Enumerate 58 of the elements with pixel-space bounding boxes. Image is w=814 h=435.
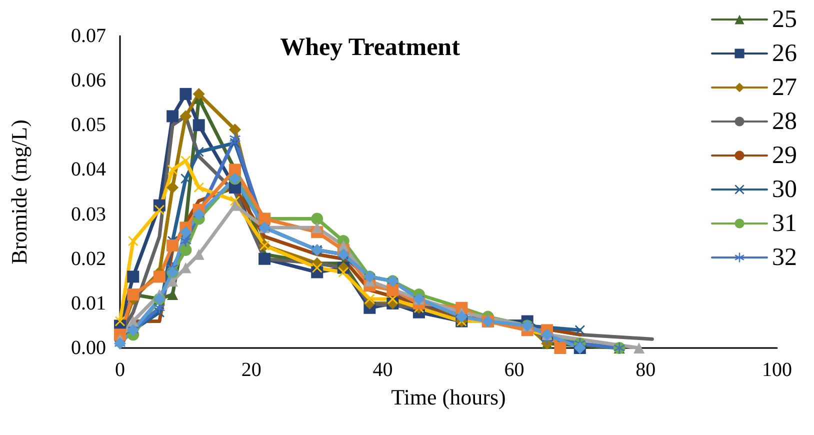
x-axis-title: Time (hours): [391, 384, 506, 410]
point: [338, 267, 348, 278]
point: [127, 270, 140, 283]
x-tick-label: 20: [241, 359, 262, 381]
y-tick-label: 0.03: [71, 203, 106, 226]
point: [180, 88, 192, 100]
y-tick-label: 0.04: [71, 158, 106, 181]
point: [168, 164, 178, 175]
legend-label: 26: [772, 40, 797, 67]
point: [167, 276, 178, 287]
y-tick-label: 0.02: [71, 248, 106, 270]
x-tick-label: 0: [115, 359, 125, 381]
legend-label: 29: [772, 142, 797, 169]
x-tick-label: 40: [372, 359, 393, 381]
x-tick-label: 80: [636, 359, 656, 381]
point: [554, 342, 566, 354]
point: [228, 124, 241, 136]
legend-label: 31: [772, 210, 797, 237]
point: [312, 222, 323, 234]
legend-label: 32: [772, 244, 797, 271]
point: [180, 226, 192, 238]
point: [180, 174, 191, 184]
legend-label: 25: [772, 6, 797, 33]
point: [166, 182, 179, 194]
y-tick-label: 0.00: [71, 337, 106, 359]
legend-label: 28: [772, 108, 797, 135]
y-tick-label: 0.05: [71, 114, 106, 136]
legend-label: 27: [772, 74, 797, 101]
y-tick-label: 0.07: [71, 25, 106, 47]
point: [311, 212, 324, 225]
point: [574, 325, 585, 336]
point: [128, 236, 138, 246]
point: [166, 239, 179, 252]
point: [258, 252, 271, 265]
point: [229, 133, 240, 144]
point: [180, 156, 191, 166]
point: [166, 110, 179, 122]
x-tick-label: 100: [762, 359, 792, 381]
x-tick-label: 60: [504, 359, 524, 381]
point: [194, 182, 204, 193]
point: [180, 244, 192, 256]
point: [312, 262, 322, 273]
legend-label: 30: [772, 176, 797, 203]
point: [194, 146, 204, 157]
point: [180, 110, 192, 122]
point: [192, 119, 205, 132]
chart-title: Whey Treatment: [280, 34, 461, 61]
y-tick-label: 0.01: [71, 292, 106, 314]
point: [115, 316, 125, 326]
point: [386, 284, 399, 296]
point: [364, 294, 375, 304]
y-axis-title: Bromide (mg/L): [6, 120, 32, 264]
point: [153, 270, 166, 283]
point: [634, 342, 645, 354]
point: [229, 200, 240, 211]
y-tick-label: 0.06: [71, 70, 106, 92]
point: [154, 204, 164, 215]
point: [192, 88, 205, 100]
